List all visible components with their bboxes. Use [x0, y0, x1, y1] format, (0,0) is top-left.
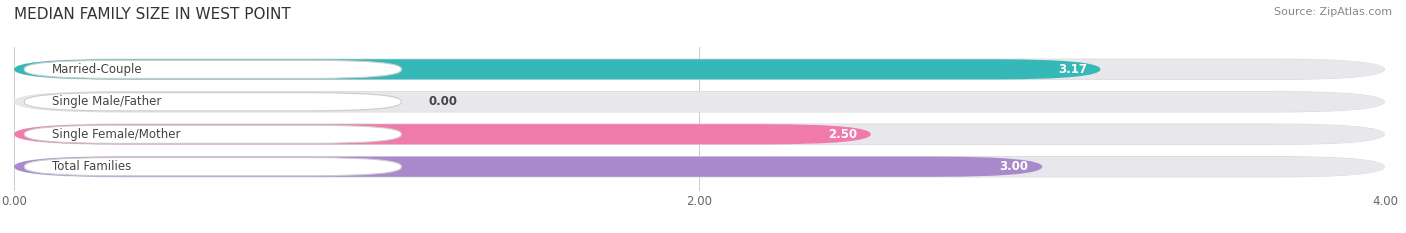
- FancyBboxPatch shape: [14, 157, 1042, 177]
- FancyBboxPatch shape: [14, 91, 1385, 113]
- Text: Total Families: Total Families: [52, 160, 131, 173]
- Text: Source: ZipAtlas.com: Source: ZipAtlas.com: [1274, 7, 1392, 17]
- Text: MEDIAN FAMILY SIZE IN WEST POINT: MEDIAN FAMILY SIZE IN WEST POINT: [14, 7, 291, 22]
- FancyBboxPatch shape: [24, 60, 401, 79]
- FancyBboxPatch shape: [14, 157, 1385, 177]
- Text: 0.00: 0.00: [429, 95, 458, 108]
- Text: Single Male/Father: Single Male/Father: [52, 95, 162, 108]
- FancyBboxPatch shape: [24, 125, 401, 143]
- FancyBboxPatch shape: [14, 59, 1101, 79]
- Text: 3.00: 3.00: [1000, 160, 1029, 173]
- Text: 3.17: 3.17: [1057, 63, 1087, 76]
- FancyBboxPatch shape: [24, 158, 401, 176]
- FancyBboxPatch shape: [14, 59, 1385, 79]
- Text: Single Female/Mother: Single Female/Mother: [52, 128, 180, 141]
- FancyBboxPatch shape: [14, 123, 1385, 145]
- FancyBboxPatch shape: [14, 156, 1385, 177]
- FancyBboxPatch shape: [14, 124, 1385, 144]
- FancyBboxPatch shape: [14, 124, 870, 144]
- Text: 2.50: 2.50: [828, 128, 858, 141]
- FancyBboxPatch shape: [14, 92, 1385, 112]
- Text: Married-Couple: Married-Couple: [52, 63, 142, 76]
- FancyBboxPatch shape: [24, 93, 401, 111]
- FancyBboxPatch shape: [14, 59, 1385, 80]
